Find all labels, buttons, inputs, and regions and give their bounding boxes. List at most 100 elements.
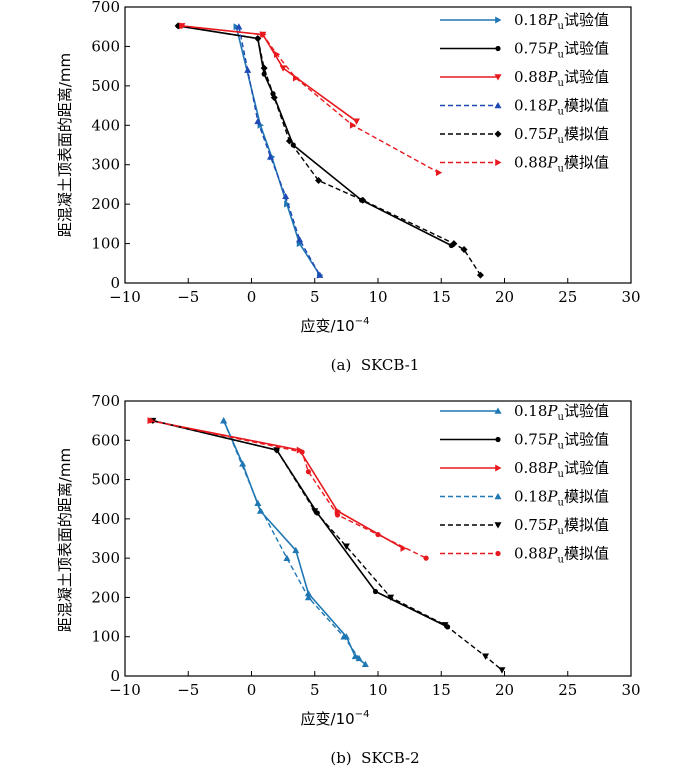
series-line: [150, 419, 427, 559]
legend-item-3: 0.88Pu试验值: [440, 459, 609, 480]
data-point: [239, 460, 247, 467]
data-point: [441, 622, 449, 629]
data-point: [305, 469, 312, 475]
data-point: [284, 200, 291, 208]
data-point: [290, 142, 296, 148]
x-tick-label: 5: [310, 681, 320, 699]
series-line: [150, 419, 404, 549]
series-5: [149, 417, 506, 674]
series-line: [181, 25, 440, 174]
y-tick-label: 700: [91, 0, 120, 16]
legend-item-4: 0.18Pu模拟值: [440, 97, 609, 118]
x-tick-label: −5: [177, 288, 199, 306]
y-tick-label: 700: [91, 392, 120, 410]
series-2: [175, 23, 454, 249]
legend-label: 0.75Pu模拟值: [514, 125, 609, 146]
series-5: [174, 22, 484, 279]
legend: 0.18Pu试验值 0.75Pu试验值 0.88Pu试验值 0.18Pu模拟值 0.75…: [440, 11, 609, 175]
data-point: [147, 418, 153, 424]
legend-label: 0.88Pu模拟值: [514, 154, 609, 175]
data-point: [292, 74, 300, 82]
y-tick-label: 0: [110, 274, 120, 292]
data-point: [359, 196, 367, 204]
data-point: [279, 65, 287, 72]
data-point: [266, 153, 274, 160]
y-tick-label: 500: [91, 77, 120, 95]
y-axis-label: 距混凝土顶表面的距离/mm: [56, 53, 74, 237]
y-tick-label: 0: [110, 667, 120, 685]
series-line: [152, 419, 503, 671]
legend-item-5: 0.75Pu模拟值: [440, 125, 609, 146]
legend-marker: [494, 522, 502, 529]
x-axis-label: 应变/10−4: [301, 316, 370, 335]
data-point: [476, 271, 484, 279]
legend-marker: [494, 493, 502, 500]
data-point: [349, 121, 357, 129]
legend-marker: [494, 130, 502, 138]
data-point: [254, 117, 262, 125]
series-3: [147, 417, 407, 552]
x-tick-label: 5: [310, 288, 320, 306]
y-tick-label: 100: [91, 628, 120, 646]
data-point: [270, 94, 278, 102]
legend-label: 0.18Pu模拟值: [514, 97, 609, 118]
data-point: [352, 118, 360, 125]
y-tick-label: 300: [91, 549, 120, 567]
series-line: [238, 26, 321, 276]
data-point: [244, 66, 252, 73]
x-tick-label: 10: [368, 681, 387, 699]
legend-item-2: 0.75Pu试验值: [440, 431, 609, 452]
legend-label: 0.18Pu试验值: [514, 402, 609, 423]
data-point: [387, 594, 395, 601]
legend-item-4: 0.18Pu模拟值: [440, 488, 609, 509]
legend-label: 0.18Pu模拟值: [514, 488, 609, 509]
legend-label: 0.75Pu模拟值: [514, 516, 609, 537]
legend-item-1: 0.18Pu试验值: [440, 11, 609, 32]
data-point: [460, 245, 468, 253]
legend-label: 0.88Pu模拟值: [514, 545, 609, 566]
data-point: [260, 31, 267, 39]
data-point: [355, 654, 363, 662]
legend: 0.18Pu试验值 0.75Pu试验值 0.88Pu试验值 0.18Pu模拟值 0.75…: [440, 402, 609, 566]
series-6: [147, 418, 429, 561]
x-tick-label: 25: [558, 681, 577, 699]
legend-marker: [495, 16, 502, 24]
y-tick-label: 300: [91, 156, 120, 174]
data-point: [316, 271, 324, 278]
data-point: [482, 653, 490, 660]
data-point: [254, 499, 262, 506]
legend-label: 0.18Pu试验值: [514, 11, 609, 32]
data-point: [274, 50, 281, 58]
series-4: [235, 23, 324, 278]
data-point: [423, 555, 429, 561]
data-point: [282, 192, 290, 200]
x-tick-label: 30: [621, 681, 640, 699]
data-point: [296, 446, 304, 454]
data-point: [342, 543, 350, 550]
x-tick-label: 20: [495, 681, 514, 699]
data-point: [254, 35, 262, 43]
data-point: [351, 652, 359, 660]
legend-label: 0.75Pu试验值: [514, 431, 609, 452]
y-tick-label: 100: [91, 235, 120, 253]
legend-label: 0.88Pu试验值: [514, 68, 609, 89]
y-tick-label: 600: [91, 431, 120, 449]
series-6: [179, 22, 443, 177]
legend-marker: [495, 464, 502, 472]
legend-marker: [495, 550, 501, 557]
series-line: [222, 420, 366, 665]
legend-marker: [495, 159, 502, 166]
x-tick-label: −10: [109, 681, 141, 699]
data-point: [235, 23, 243, 30]
legend-marker: [495, 45, 501, 52]
series-1: [220, 417, 369, 668]
legend-marker: [494, 102, 502, 109]
y-tick-label: 500: [91, 471, 120, 489]
data-point: [334, 512, 341, 518]
x-tick-label: −10: [109, 288, 141, 306]
data-point: [296, 236, 304, 243]
data-point: [299, 449, 305, 455]
chart-panel-a: −10 −5 0 5 10 15 20 25 300100200300400500600700 …: [56, 0, 641, 374]
y-tick-label: 600: [91, 37, 120, 55]
x-tick-label: 25: [558, 288, 577, 306]
